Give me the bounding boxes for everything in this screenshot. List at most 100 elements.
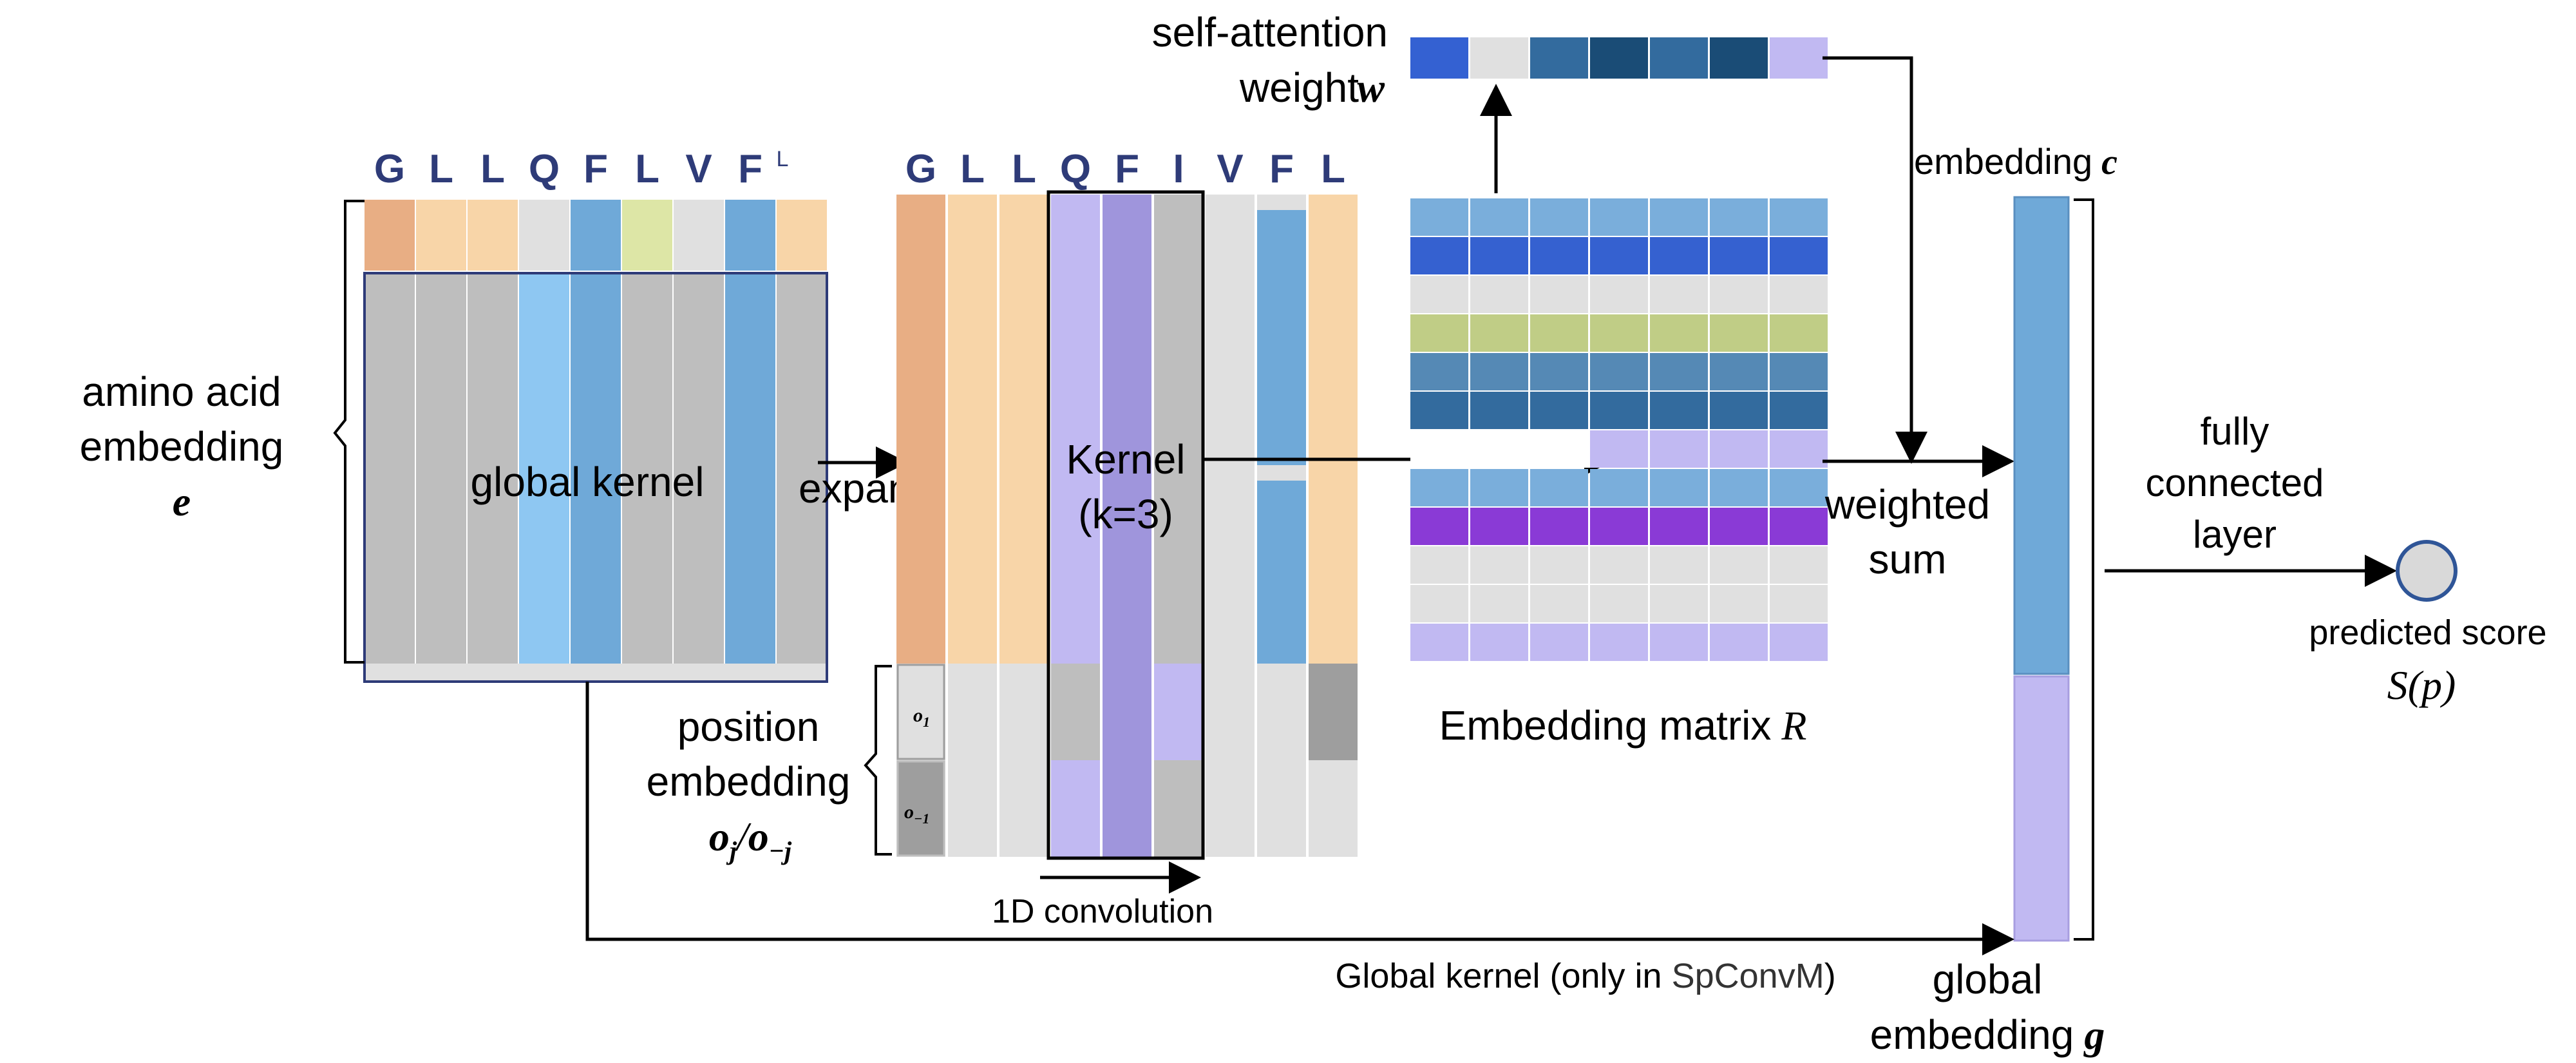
- input-letter: L: [429, 147, 453, 191]
- matrix-cell: [1410, 276, 1468, 313]
- matrix-cell: [1650, 585, 1708, 622]
- position-label-line2: embedding: [647, 758, 851, 805]
- fully-connected-label: fully connected layer: [2146, 410, 2324, 556]
- kernel-bottom-strip: [365, 664, 827, 682]
- position-embedding-label: position embedding oj/o−j: [647, 704, 851, 865]
- matrix-cell: [1710, 430, 1768, 468]
- expanded-column: [1154, 195, 1203, 664]
- attention-weight-cell: [1650, 37, 1708, 79]
- matrix-cell: [1470, 392, 1528, 429]
- position-embedding-brace: [864, 665, 892, 856]
- matrix-cell: [1650, 392, 1708, 429]
- aa-cell: [571, 200, 621, 271]
- expanded-column: [896, 195, 945, 664]
- matrix-cell: [1770, 546, 1828, 584]
- position-symbol-o2: o: [748, 814, 769, 859]
- attention-weight-cell: [1410, 37, 1468, 79]
- matrix-cell: [1650, 276, 1708, 313]
- attention-weight-cell: [1470, 37, 1528, 79]
- matrix-notch: [1410, 430, 1590, 468]
- amino-acid-symbol: e: [173, 479, 191, 524]
- amino-acid-embedding-block: [363, 200, 828, 683]
- matrix-cell: [1770, 469, 1828, 506]
- input-letter: Q: [529, 147, 560, 191]
- self-attention-weight-vector: [1410, 37, 1828, 79]
- global-kernel-note-prefix: Global kernel (only in: [1335, 957, 1671, 995]
- matrix-cell: [1410, 392, 1468, 429]
- matrix-cell: [1650, 508, 1708, 545]
- matrix-cell: [1770, 353, 1828, 390]
- global-kernel-note-model: SpConvM: [1672, 957, 1824, 995]
- predicted-score-node: [2396, 540, 2458, 602]
- matrix-cell: [1710, 237, 1768, 274]
- expanded-letter: L: [960, 147, 985, 191]
- kernel-column: [468, 273, 518, 664]
- matrix-cell: [1530, 508, 1588, 545]
- global-kernel-note-suffix: ): [1824, 957, 1836, 995]
- expanded-embedding-columns: [896, 195, 1358, 857]
- position-cell: [1103, 664, 1151, 857]
- kernel-column: [365, 273, 415, 664]
- aa-cell: [777, 200, 827, 271]
- matrix-cell: [1470, 546, 1528, 584]
- self-attention-line2: weight: [1239, 64, 1359, 111]
- matrix-cell: [1650, 546, 1708, 584]
- amino-acid-label-line2: embedding: [80, 423, 284, 470]
- matrix-cell: [1530, 237, 1588, 274]
- expanded-letter: L: [1012, 147, 1036, 191]
- matrix-cell: [1770, 314, 1828, 352]
- global-kernel-route: [585, 682, 2014, 955]
- column-highlight: [1257, 465, 1306, 481]
- matrix-cell: [1410, 237, 1468, 274]
- kernel-column: [674, 273, 724, 664]
- matrix-cell: [1530, 469, 1588, 506]
- score-symbol: S(p): [2387, 662, 2456, 708]
- matrix-cell: [1530, 314, 1588, 352]
- matrix-cell: [1530, 353, 1588, 390]
- matrix-cell: [1770, 430, 1828, 468]
- position-cell: [1309, 760, 1358, 857]
- aa-cell: [674, 200, 724, 271]
- o1-cell: [896, 664, 945, 760]
- o-neg1-sub: −1: [914, 810, 929, 827]
- kernel-column: [725, 273, 775, 664]
- matrix-cell: [1710, 198, 1768, 236]
- matrix-cell: [1410, 585, 1468, 622]
- self-attention-line2-text: weight: [1239, 64, 1359, 111]
- position-cell: [1051, 760, 1100, 857]
- expanded-column: [999, 195, 1048, 664]
- kernel-label-line1: Kernel: [1066, 436, 1186, 483]
- expanded-column: [948, 195, 997, 664]
- matrix-cell: [1470, 276, 1528, 313]
- expanded-letter: V: [1217, 147, 1243, 191]
- matrix-cell: [1590, 353, 1648, 390]
- matrix-cell: [1530, 546, 1588, 584]
- matrix-cell: [1410, 624, 1468, 661]
- weighted-sum-line2: sum: [1869, 536, 1947, 582]
- matrix-cell: [1650, 314, 1708, 352]
- embedding-matrix-label: Embedding matrix R: [1439, 702, 1807, 749]
- aa-cell: [468, 200, 518, 271]
- embedding-matrix: [1410, 198, 1828, 661]
- global-embedding-symbol: g: [2083, 1012, 2105, 1058]
- o1-symbol: o: [913, 705, 923, 726]
- expanded-letter: I: [1173, 147, 1184, 191]
- matrix-cell: [1710, 314, 1768, 352]
- matrix-cell: [1410, 353, 1468, 390]
- matrix-cell: [1650, 469, 1708, 506]
- expanded-letter: L: [1321, 147, 1345, 191]
- column-highlight: [1257, 195, 1306, 210]
- kernel-frame: [1046, 190, 1205, 860]
- input-letter: L: [635, 147, 659, 191]
- matrix-cell: [1470, 353, 1528, 390]
- embedding-matrix-symbol: R: [1781, 703, 1806, 749]
- matrix-cell: [1770, 198, 1828, 236]
- self-attention-line1: self-attention: [1152, 9, 1388, 55]
- expanded-column: [1103, 195, 1151, 664]
- attention-weight-cell: [1770, 37, 1828, 79]
- position-symbol-o: o: [709, 814, 730, 859]
- matrix-cell: [1530, 198, 1588, 236]
- matrix-cell: [1710, 585, 1768, 622]
- o1-sub: 1: [923, 714, 930, 730]
